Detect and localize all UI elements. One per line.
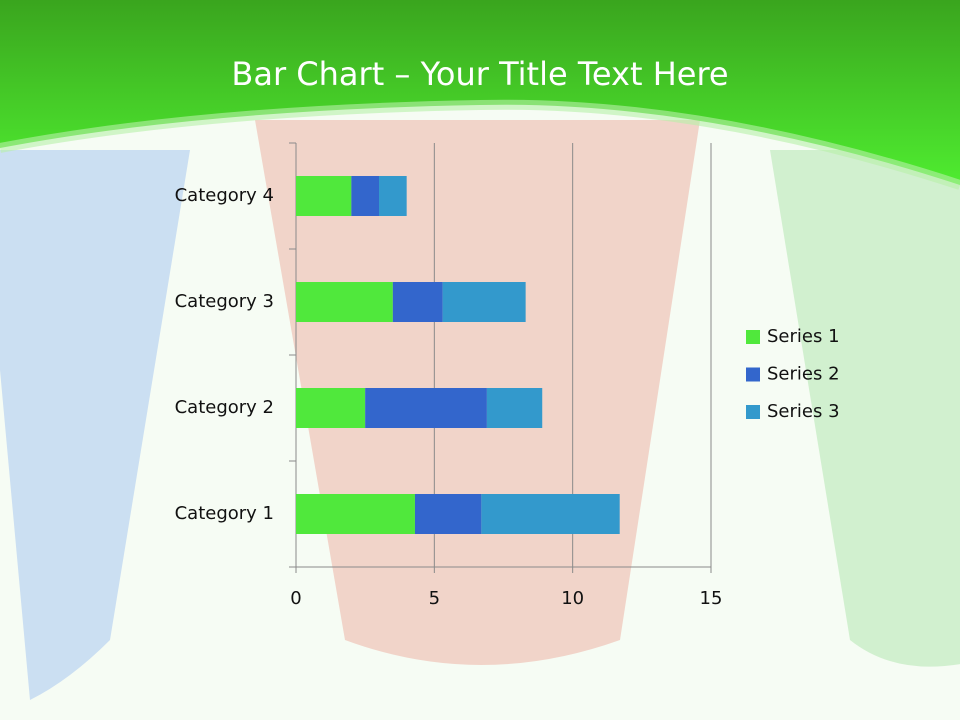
bar xyxy=(392,282,443,322)
header-edge xyxy=(0,99,960,190)
plot-area: 0 5 10 15 Category 1 Category 2 Category 3 Cate… xyxy=(175,142,840,609)
legend-label: Series 2 xyxy=(767,364,840,385)
y-tick-label: Category 2 xyxy=(175,397,274,418)
bar xyxy=(379,176,407,216)
legend-label: Series 1 xyxy=(767,326,840,347)
header-band xyxy=(0,0,960,185)
bar xyxy=(486,388,543,428)
bar xyxy=(414,494,482,534)
legend-swatch xyxy=(746,405,760,419)
x-tick-label: 5 xyxy=(429,588,440,609)
bar xyxy=(442,282,526,322)
y-tick-label: Category 3 xyxy=(175,291,274,312)
bar xyxy=(481,494,620,534)
bar xyxy=(296,282,393,322)
bar xyxy=(296,176,352,216)
x-tick-label: 15 xyxy=(700,588,723,609)
x-tick-label: 10 xyxy=(561,588,584,609)
y-tick-label: Category 4 xyxy=(175,185,274,206)
legend-label: Series 3 xyxy=(767,401,840,422)
bar xyxy=(351,176,379,216)
blue-cup xyxy=(0,150,190,700)
y-tick-label: Category 1 xyxy=(175,503,274,524)
bar xyxy=(365,388,487,428)
x-tick-label: 0 xyxy=(290,588,301,609)
bar xyxy=(296,388,366,428)
legend-swatch xyxy=(746,330,760,344)
bar xyxy=(296,494,415,534)
green-cup xyxy=(770,150,960,667)
legend-swatch xyxy=(746,367,760,382)
chart-title: Bar Chart – Your Title Text Here xyxy=(231,55,728,93)
